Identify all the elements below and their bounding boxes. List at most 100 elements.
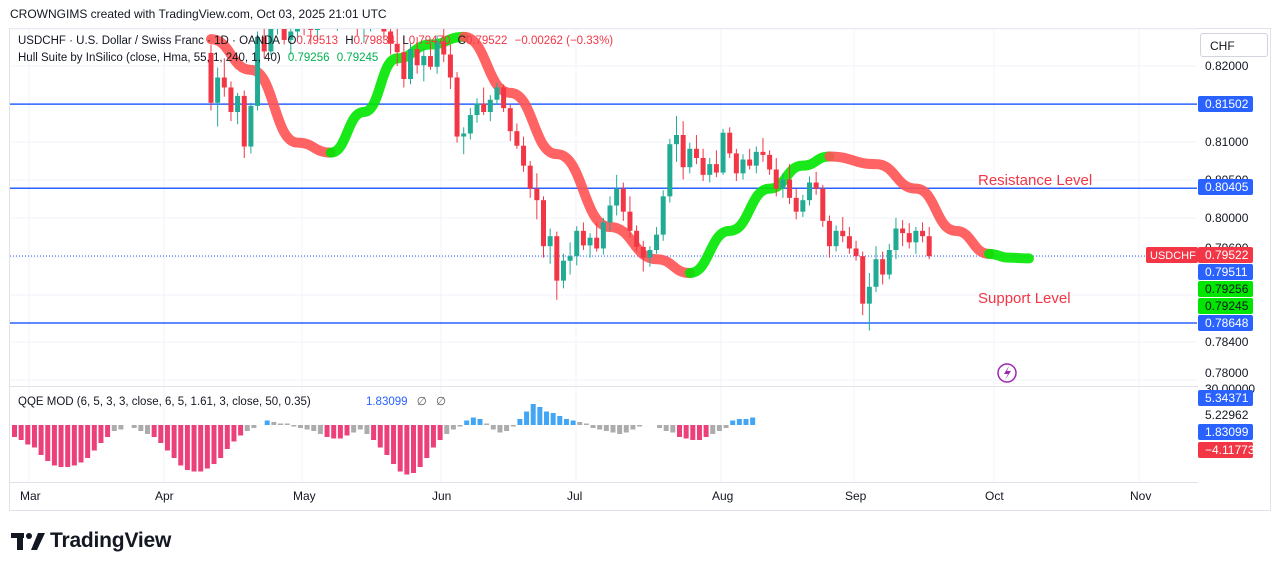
- candle-body[interactable]: [261, 36, 267, 52]
- candle-body[interactable]: [427, 56, 433, 67]
- candle-body[interactable]: [733, 153, 739, 174]
- qqe-label[interactable]: QQE MOD (6, 5, 3, 3, close, 6, 5, 1.61, …: [18, 396, 311, 408]
- candle-body[interactable]: [587, 237, 593, 246]
- candle-body[interactable]: [414, 49, 420, 66]
- candle-body[interactable]: [348, 0, 353, 18]
- candle-body[interactable]: [255, 36, 261, 106]
- candle-body[interactable]: [667, 144, 673, 197]
- candle-body[interactable]: [275, 14, 280, 22]
- candle-body[interactable]: [926, 236, 932, 257]
- candle-body[interactable]: [208, 52, 214, 103]
- candle-body[interactable]: [747, 159, 753, 166]
- candle-body[interactable]: [654, 234, 660, 250]
- candle-body[interactable]: [248, 105, 254, 147]
- qqe-legend[interactable]: QQE MOD (6, 5, 3, 3, close, 6, 5, 1.61, …: [18, 394, 446, 408]
- candle-body[interactable]: [521, 145, 527, 166]
- candle-body[interactable]: [408, 49, 413, 80]
- hull-suite-label[interactable]: Hull Suite by InSilico (close, Hma, 55, …: [18, 52, 281, 64]
- candle-body[interactable]: [753, 151, 759, 166]
- candle-body[interactable]: [268, 22, 274, 52]
- candle-body[interactable]: [800, 200, 806, 212]
- candle-body[interactable]: [780, 179, 786, 189]
- candle-body[interactable]: [594, 237, 600, 249]
- candle-body[interactable]: [527, 165, 533, 189]
- candle-body[interactable]: [388, 31, 394, 44]
- candle-body[interactable]: [375, 11, 380, 16]
- candle-body[interactable]: [627, 211, 633, 231]
- candle-body[interactable]: [900, 228, 906, 234]
- candle-body[interactable]: [281, 14, 287, 40]
- candle-body[interactable]: [342, 0, 347, 5]
- candle-body[interactable]: [607, 205, 613, 223]
- candle-body[interactable]: [294, 18, 300, 32]
- candle-body[interactable]: [547, 236, 553, 247]
- candle-body[interactable]: [335, 5, 340, 19]
- candle-body[interactable]: [308, 27, 314, 30]
- candle-body[interactable]: [760, 151, 766, 155]
- candle-body[interactable]: [302, 18, 307, 26]
- candle-body[interactable]: [481, 103, 487, 112]
- candle-body[interactable]: [501, 87, 507, 109]
- candle-body[interactable]: [640, 246, 646, 258]
- candle-body[interactable]: [487, 99, 493, 112]
- candle-body[interactable]: [541, 200, 546, 247]
- candle-body[interactable]: [853, 248, 859, 257]
- candle-body[interactable]: [860, 256, 866, 304]
- candle-body[interactable]: [687, 148, 693, 168]
- candle-body[interactable]: [567, 256, 573, 261]
- hull-legend[interactable]: Hull Suite by InSilico (close, Hma, 55, …: [18, 52, 378, 64]
- candle-body[interactable]: [241, 95, 247, 147]
- candle-body[interactable]: [381, 15, 387, 32]
- candle-body[interactable]: [906, 233, 912, 243]
- candle-body[interactable]: [660, 196, 666, 235]
- candle-body[interactable]: [740, 159, 746, 174]
- candle-body[interactable]: [913, 230, 919, 243]
- candle-body[interactable]: [893, 228, 899, 250]
- candle-body[interactable]: [727, 132, 733, 154]
- candle-body[interactable]: [713, 164, 719, 173]
- candle-body[interactable]: [235, 95, 241, 112]
- candle-body[interactable]: [421, 56, 427, 66]
- candle-body[interactable]: [886, 250, 892, 275]
- symbol-description[interactable]: USDCHF · U.S. Dollar / Swiss Franc · 1D …: [18, 35, 280, 47]
- candle-body[interactable]: [328, 12, 333, 19]
- candle-body[interactable]: [441, 41, 447, 55]
- candle-body[interactable]: [833, 230, 839, 247]
- candle-body[interactable]: [880, 259, 886, 275]
- main-legend[interactable]: USDCHF · U.S. Dollar / Swiss Franc · 1D …: [18, 35, 613, 47]
- candle-body[interactable]: [807, 182, 812, 201]
- candle-body[interactable]: [920, 230, 926, 237]
- candle-body[interactable]: [394, 43, 400, 53]
- candle-body[interactable]: [454, 77, 460, 137]
- candle-body[interactable]: [614, 188, 620, 206]
- candle-body[interactable]: [840, 230, 846, 237]
- candle-body[interactable]: [600, 222, 606, 249]
- candle-body[interactable]: [554, 236, 560, 281]
- candle-body[interactable]: [514, 131, 520, 146]
- candle-body[interactable]: [474, 103, 480, 116]
- candle-body[interactable]: [368, 11, 373, 19]
- lightning-icon[interactable]: [997, 363, 1017, 383]
- candle-body[interactable]: [534, 188, 540, 201]
- pane-separator[interactable]: [9, 386, 1198, 387]
- candle-body[interactable]: [700, 158, 706, 175]
- candle-body[interactable]: [228, 87, 234, 112]
- candle-body[interactable]: [314, 22, 320, 30]
- candle-body[interactable]: [322, 12, 327, 21]
- candle-body[interactable]: [674, 135, 679, 145]
- candle-body[interactable]: [820, 188, 826, 221]
- candle-body[interactable]: [787, 179, 793, 198]
- candle-body[interactable]: [580, 230, 586, 246]
- candle-body[interactable]: [634, 230, 640, 247]
- candle-body[interactable]: [507, 108, 513, 132]
- candle-body[interactable]: [221, 77, 227, 88]
- candle-body[interactable]: [647, 250, 653, 258]
- candle-body[interactable]: [215, 77, 221, 103]
- candle-body[interactable]: [620, 188, 626, 212]
- candle-body[interactable]: [680, 135, 686, 168]
- candle-body[interactable]: [434, 41, 440, 67]
- candle-body[interactable]: [467, 115, 473, 134]
- tradingview-brand[interactable]: TradingView: [11, 529, 171, 553]
- candle-body[interactable]: [355, 18, 360, 28]
- candle-body[interactable]: [707, 164, 713, 175]
